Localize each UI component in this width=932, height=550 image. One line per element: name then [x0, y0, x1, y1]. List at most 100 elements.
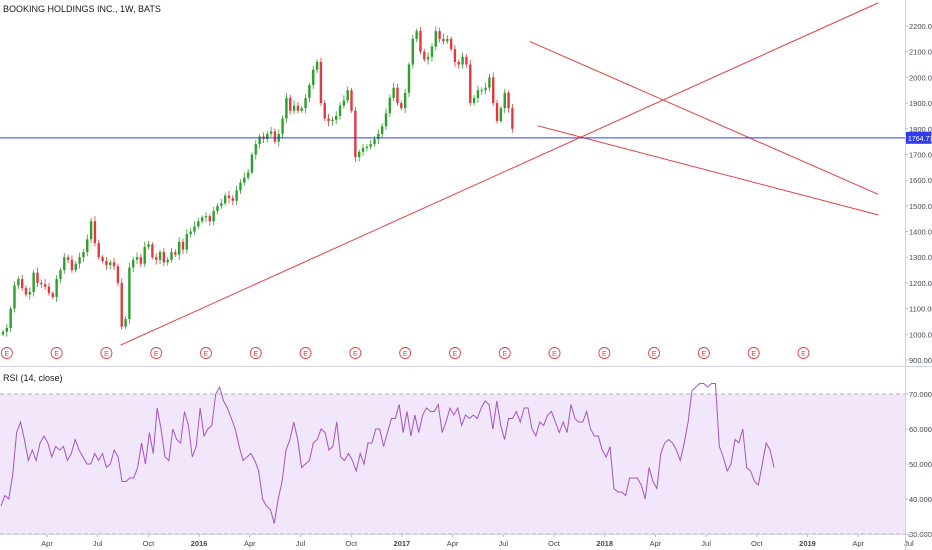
candle-body: [181, 241, 185, 250]
earnings-label: E: [602, 351, 607, 358]
earnings-marker[interactable]: E: [448, 347, 461, 359]
candle-body: [488, 77, 491, 88]
candle: [503, 88, 506, 114]
candle-body: [495, 103, 499, 122]
candle-body: [200, 217, 204, 222]
candle: [403, 88, 407, 114]
earnings-marker[interactable]: E: [399, 347, 412, 359]
candle: [308, 82, 311, 103]
candle-body: [55, 279, 58, 298]
candle-body: [250, 154, 254, 173]
earnings-marker[interactable]: E: [50, 347, 63, 359]
rsi-series: [0, 383, 775, 524]
candle: [300, 106, 303, 113]
candle: [235, 185, 238, 205]
candle: [181, 238, 185, 255]
price-tick-label: 1700.00: [909, 150, 932, 159]
candle-body: [147, 244, 150, 247]
candle-body: [132, 259, 135, 268]
horizontal-line-group[interactable]: 1764.77: [0, 131, 932, 144]
candle-body: [258, 136, 261, 145]
candle-body: [20, 279, 24, 289]
earnings-marker[interactable]: E: [598, 347, 611, 359]
candle-body: [212, 210, 215, 222]
earnings-marker[interactable]: E: [747, 347, 760, 359]
candle-body: [28, 291, 32, 295]
earnings-label: E: [552, 351, 557, 358]
time-tick-label: 2019: [799, 539, 816, 548]
candle: [147, 240, 150, 250]
candle-body: [419, 31, 422, 52]
candle-body: [9, 308, 12, 328]
time-axis[interactable]: Apr Jul Oct 2016 Apr Jul Oct 2017 Apr Jul Oct 2018 A…: [41, 534, 914, 548]
candle: [323, 100, 326, 121]
earnings-marker[interactable]: E: [548, 347, 561, 359]
candle-body: [308, 85, 311, 98]
candle: [469, 60, 472, 106]
candle: [419, 26, 422, 55]
candle: [357, 149, 361, 162]
earnings-marker[interactable]: E: [697, 347, 710, 359]
candle-body: [426, 56, 430, 60]
earnings-icon: [150, 347, 163, 359]
earnings-label: E: [54, 351, 59, 358]
earnings-marker[interactable]: E: [0, 347, 13, 359]
candle: [434, 26, 437, 51]
candle: [426, 52, 430, 65]
candle: [465, 54, 468, 68]
trendline[interactable]: [529, 40, 879, 195]
candle-body: [93, 221, 97, 244]
time-tick-label: Apr: [244, 539, 256, 548]
candle-body: [465, 56, 468, 65]
candle-body: [5, 327, 9, 332]
candle: [162, 247, 166, 267]
earnings-label: E: [353, 351, 358, 358]
earnings-marker[interactable]: E: [498, 347, 511, 359]
earnings-marker[interactable]: E: [249, 347, 262, 359]
candle: [212, 206, 215, 226]
candle: [227, 190, 231, 204]
price-tick-label: 2200.00: [909, 22, 932, 31]
rsi-tick-label: 60.0000: [909, 425, 932, 434]
earnings-label: E: [453, 351, 458, 358]
earnings-marker[interactable]: E: [200, 347, 212, 359]
candle: [200, 215, 204, 224]
earnings-label: E: [303, 351, 308, 358]
candle: [492, 72, 495, 107]
candle: [361, 143, 365, 156]
time-tick-label: Jul: [904, 539, 914, 548]
time-tick-label: Oct: [751, 539, 764, 548]
earnings-marker[interactable]: E: [797, 347, 810, 359]
candle: [231, 195, 234, 206]
earnings-marker[interactable]: E: [100, 347, 113, 359]
price-label-badge: [905, 131, 932, 144]
candle-body: [499, 108, 503, 122]
candle: [380, 123, 384, 139]
candle: [32, 269, 35, 297]
trendline[interactable]: [537, 125, 879, 216]
candle: [292, 100, 296, 114]
candle: [377, 129, 380, 145]
candle-body: [254, 144, 257, 155]
candle: [20, 274, 24, 291]
trendline[interactable]: [120, 2, 879, 346]
trendline-group[interactable]: [120, 2, 879, 346]
candle: [74, 260, 77, 273]
earnings-marker[interactable]: E: [648, 347, 661, 359]
candle-body: [97, 243, 100, 258]
candle: [40, 279, 43, 288]
price-tick-label: 1900.00: [909, 99, 932, 108]
earnings-marker[interactable]: E: [299, 347, 312, 359]
earnings-marker[interactable]: E: [349, 347, 362, 359]
candle: [177, 237, 181, 260]
candle: [369, 139, 372, 150]
candle: [89, 217, 93, 243]
candle-body: [453, 49, 457, 62]
earnings-icon: [50, 347, 63, 359]
candle: [335, 111, 338, 124]
candle-body: [66, 257, 70, 260]
candle-body: [185, 234, 189, 250]
earnings-marker[interactable]: E: [150, 347, 163, 359]
price-axis[interactable]: 900.00 1000.00 1100.00 1200.00 1300.00 1400.0…: [905, 22, 932, 365]
